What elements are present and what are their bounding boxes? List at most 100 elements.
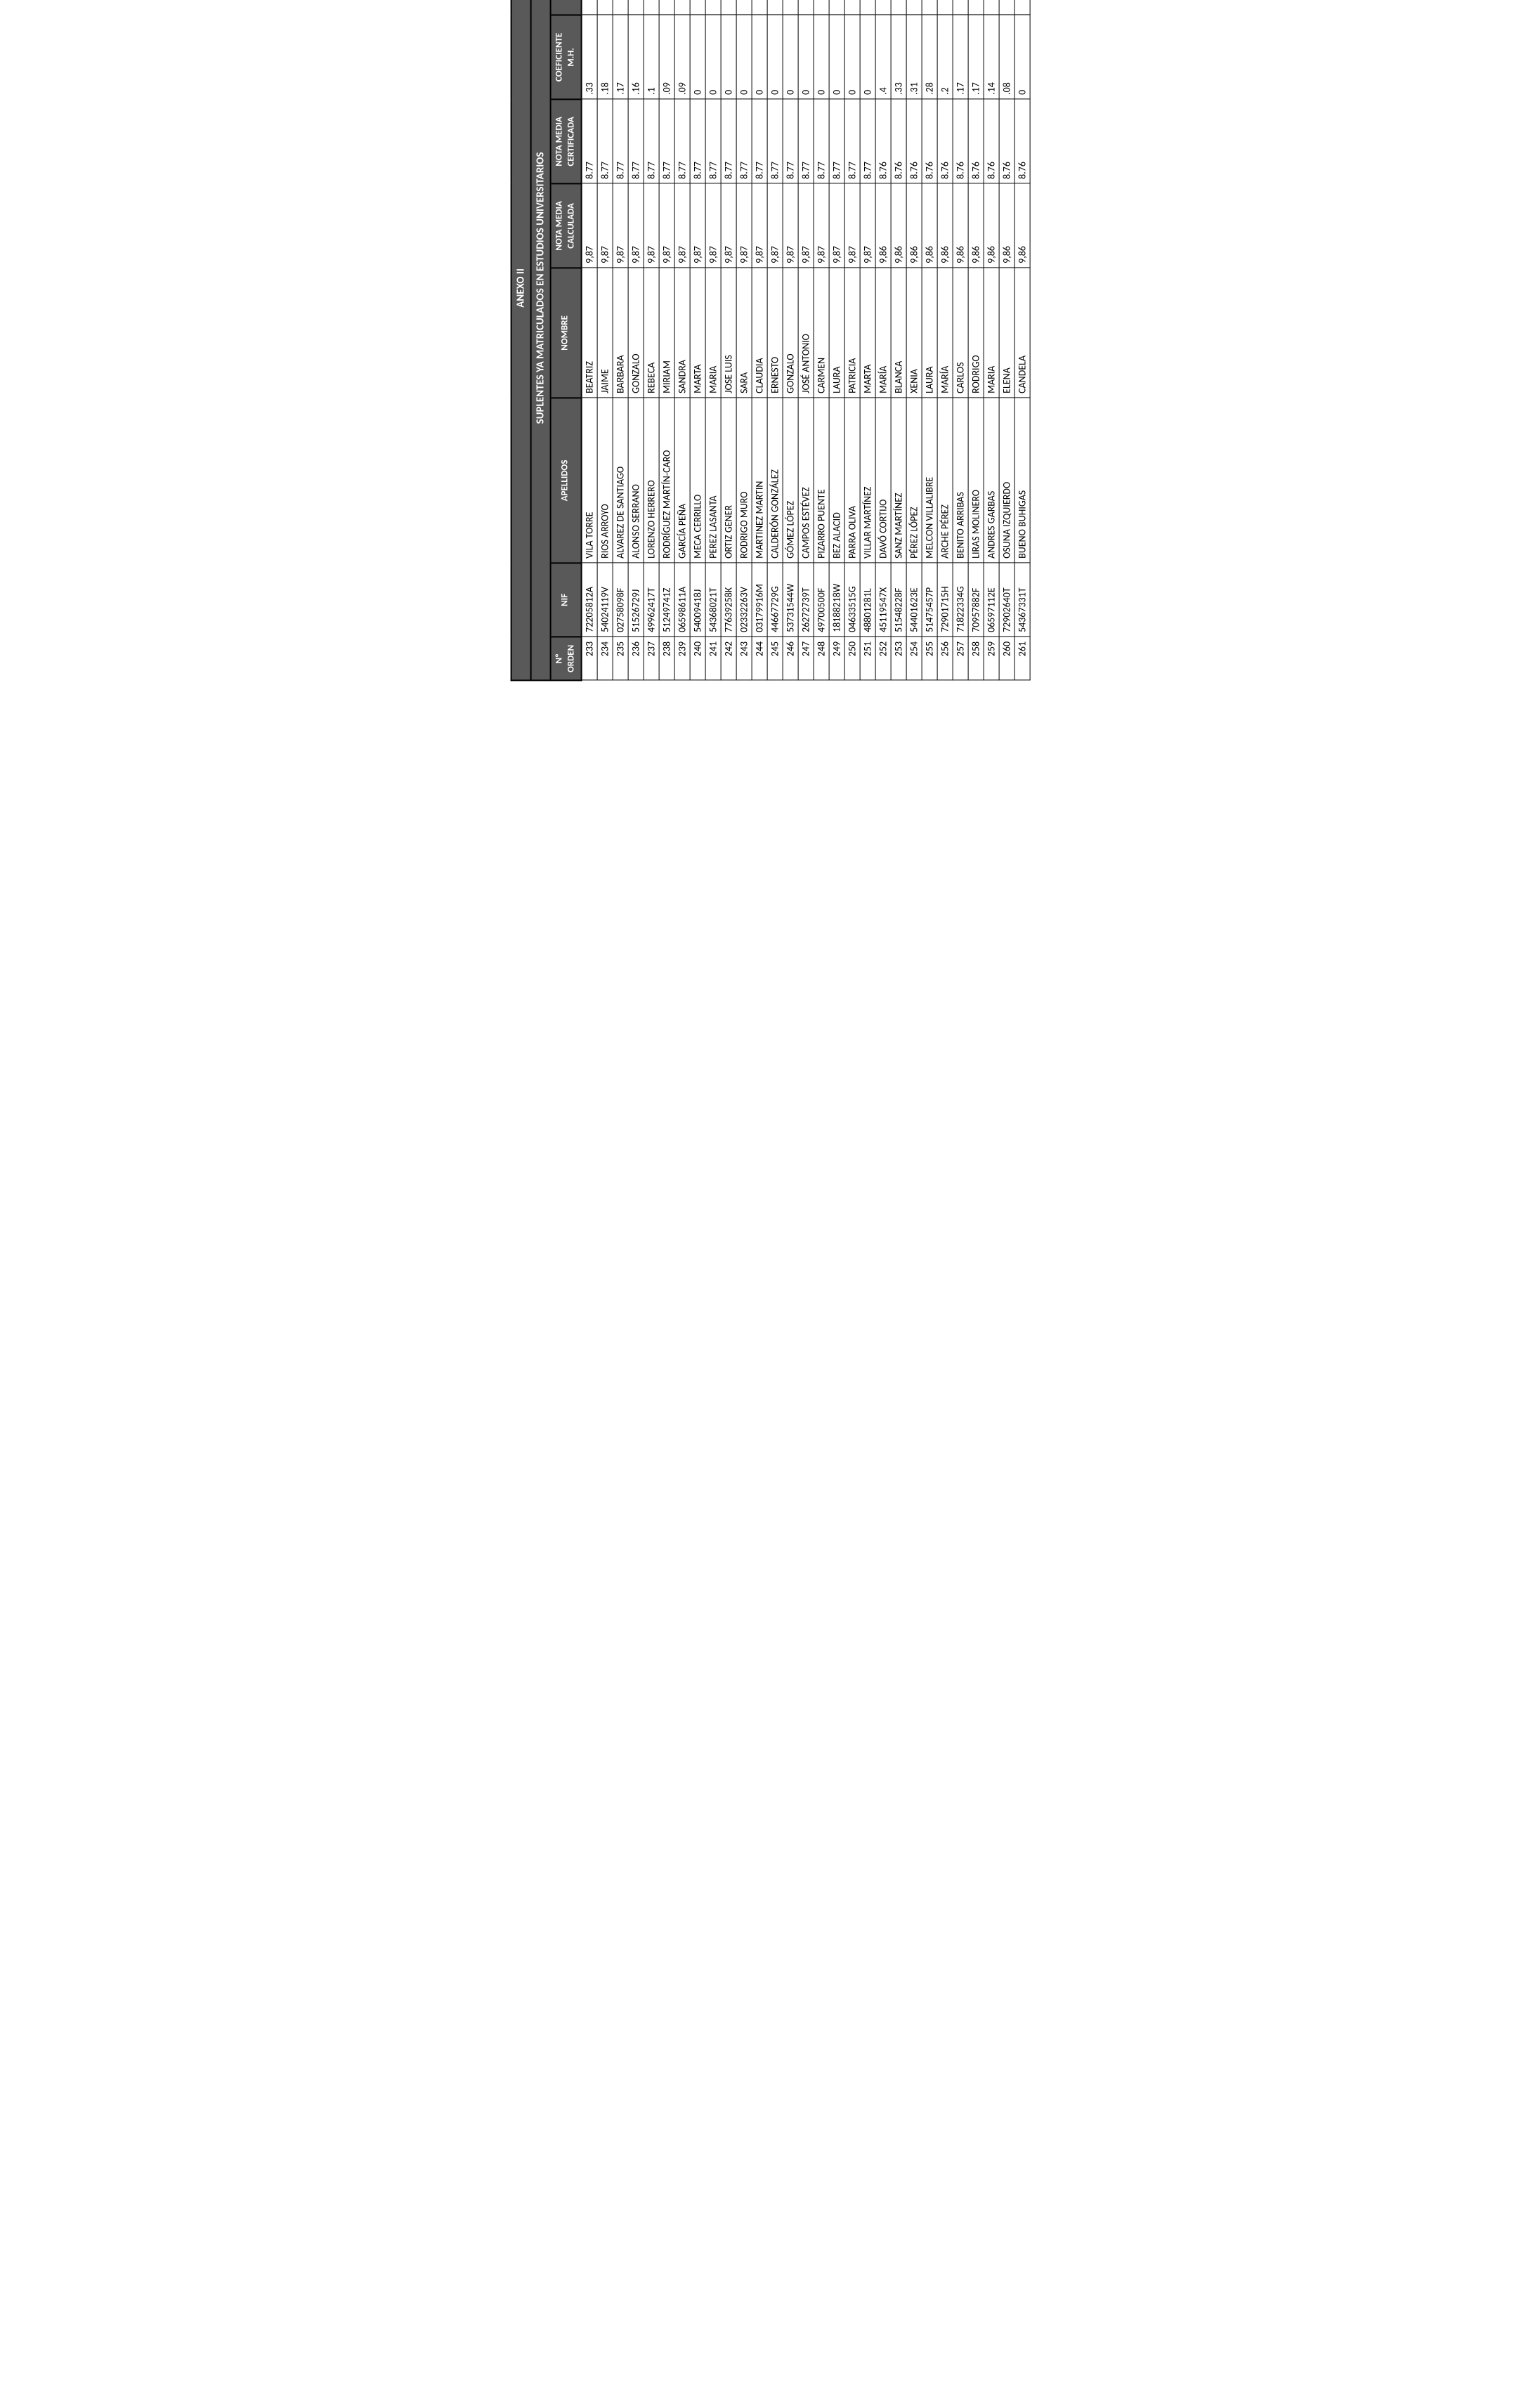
cell-apellidos: BENITO ARRIBAS (952, 398, 967, 563)
cell-nota-calculada: 9,87 (596, 183, 612, 268)
cell-apellidos: PARRA OLIVA (844, 398, 859, 563)
cell-coeficiente: .09 (658, 15, 674, 99)
cell-nota-certificada: 8.76 (998, 99, 1014, 183)
cell-orden: 240 (689, 637, 705, 680)
cell-nif: 54009418J (689, 563, 705, 637)
cell-nombre: LAURA (921, 268, 937, 398)
cell-nota-certificada: 8.77 (643, 99, 658, 183)
cell-orden: 236 (627, 637, 643, 680)
cell-apellidos: GÓMEZ LÓPEZ (782, 398, 797, 563)
cell-nota-certificada: 8.76 (952, 99, 967, 183)
cell-apellidos: BUENO BUHIGAS (1014, 398, 1029, 563)
cell-nif: 54367331T (1014, 563, 1029, 637)
cell-fecha: 29/01/2024 23:59 (906, 0, 921, 15)
cell-nif: 04633515G (844, 563, 859, 637)
cell-orden: 238 (658, 637, 674, 680)
cell-nota-calculada: 9,87 (797, 183, 813, 268)
table-row: 24054009418JMECA CERRILLOMARTA9,878.7701… (689, 0, 705, 680)
header-nombre: NOMBRE (550, 268, 581, 398)
cell-orden: 253 (890, 637, 906, 680)
cell-fecha: 30/01/2024 13:03 (674, 0, 689, 15)
cell-nota-calculada: 9,86 (875, 183, 890, 268)
cell-nota-certificada: 8.77 (627, 99, 643, 183)
cell-coeficiente: .17 (952, 15, 967, 99)
cell-nif: 51548228F (890, 563, 906, 637)
cell-nif: 26272739T (797, 563, 813, 637)
cell-apellidos: PEREZ LASANTA (705, 398, 720, 563)
cell-nombre: MARÍA (875, 268, 890, 398)
cell-nota-calculada: 9,86 (983, 183, 998, 268)
cell-nif: 45119547X (875, 563, 890, 637)
cell-orden: 251 (859, 637, 875, 680)
cell-coeficiente: .18 (596, 15, 612, 99)
cell-orden: 249 (828, 637, 844, 680)
cell-fecha: 18/01/2024 14:11 (952, 0, 967, 15)
cell-apellidos: CAMPOS ESTÉVEZ (797, 398, 813, 563)
cell-nombre: JOSÉ ANTONIO (797, 268, 813, 398)
cell-nombre: MARTA (859, 268, 875, 398)
cell-nombre: LAURA (828, 268, 844, 398)
cell-nota-calculada: 9,87 (751, 183, 766, 268)
cell-fecha: 23/01/2024 20:07 (612, 0, 627, 15)
header-nif: NIF (550, 563, 581, 637)
cell-coeficiente: .2 (937, 15, 952, 99)
table-row: 25870957882FLIRAS MOLINERORODRIGO9,868.7… (967, 0, 983, 680)
header-nota-calculada: NOTA MEDIACALCULADA (550, 183, 581, 268)
cell-nif: 02332263V (736, 563, 751, 637)
cell-coeficiente: .09 (674, 15, 689, 99)
cell-nota-certificada: 8.77 (736, 99, 751, 183)
table-row: 26154367331TBUENO BUHIGASCANDELA9,868.76… (1014, 0, 1029, 680)
cell-nota-calculada: 9,87 (658, 183, 674, 268)
header-coeficiente: COEFICIENTEM.H. (550, 15, 581, 99)
cell-coeficiente: 0 (720, 15, 736, 99)
cell-fecha: 22/01/2024 17:50 (736, 0, 751, 15)
cell-fecha: 23/01/2024 11:17 (751, 0, 766, 15)
header-orden: NºORDEN (550, 637, 581, 680)
cell-nota-certificada: 8.77 (844, 99, 859, 183)
cell-nota-calculada: 9,87 (643, 183, 658, 268)
cell-orden: 257 (952, 637, 967, 680)
cell-nombre: MIRIAM (658, 268, 674, 398)
cell-nif: 54024119V (596, 563, 612, 637)
cell-apellidos: ANDRES GARBAS (983, 398, 998, 563)
table-row: 24154368021TPEREZ LASANTAMARIA9,878.7701… (705, 0, 720, 680)
cell-nota-certificada: 8.77 (658, 99, 674, 183)
cell-fecha: 24/01/2024 11:26 (875, 0, 890, 15)
cell-apellidos: RODRIGO MURO (736, 398, 751, 563)
cell-nota-certificada: 8.76 (906, 99, 921, 183)
cell-coeficiente: 0 (1014, 15, 1029, 99)
table-row: 25245119547XDAVÓ CORTIJOMARÍA9,868.76.42… (875, 0, 890, 680)
cell-coeficiente: 0 (859, 15, 875, 99)
cell-apellidos: SANZ MARTÍNEZ (890, 398, 906, 563)
cell-nif: 49700500F (813, 563, 828, 637)
cell-nombre: CARMEN (813, 268, 828, 398)
cell-orden: 244 (751, 637, 766, 680)
cell-nombre: BARBARA (612, 268, 627, 398)
cell-nota-certificada: 8.77 (689, 99, 705, 183)
cell-nombre: CLAUDIA (751, 268, 766, 398)
cell-orden: 247 (797, 637, 813, 680)
cell-nif: 06598611A (674, 563, 689, 637)
cell-fecha: 29/01/2024 13:47 (859, 0, 875, 15)
cell-nota-calculada: 9,87 (782, 183, 797, 268)
cell-nif: 02758098F (612, 563, 627, 637)
cell-nota-calculada: 9,87 (844, 183, 859, 268)
header-row: NºORDEN NIF APELLIDOS NOMBRE NOTA MEDIAC… (550, 0, 581, 680)
cell-nota-certificada: 8.77 (751, 99, 766, 183)
cell-nombre: CANDELA (1014, 268, 1029, 398)
cell-fecha: 25/01/2024 18:43 (782, 0, 797, 15)
title-cell: ANEXO II (511, 0, 530, 680)
cell-nota-certificada: 8.77 (782, 99, 797, 183)
cell-nota-certificada: 8.77 (813, 99, 828, 183)
cell-nota-certificada: 8.77 (828, 99, 844, 183)
cell-fecha: 23/01/2024 9:30 (627, 0, 643, 15)
cell-nombre: SANDRA (674, 268, 689, 398)
cell-orden: 245 (766, 637, 782, 680)
cell-nota-calculada: 9,86 (906, 183, 921, 268)
table-row: 24302332263VRODRIGO MUROSARA9,878.77022/… (736, 0, 751, 680)
cell-nombre: XENIA (906, 268, 921, 398)
cell-apellidos: RODRÍGUEZ MARTÍN-CARO (658, 398, 674, 563)
rotated-page: ANEXO II SUPLENTES YA MATRICULADOS EN ES… (510, 0, 1030, 681)
cell-nota-certificada: 8.77 (581, 99, 597, 183)
table-row: 24918188218WBEZ ALACIDLAURA9,878.77026/0… (828, 0, 844, 680)
